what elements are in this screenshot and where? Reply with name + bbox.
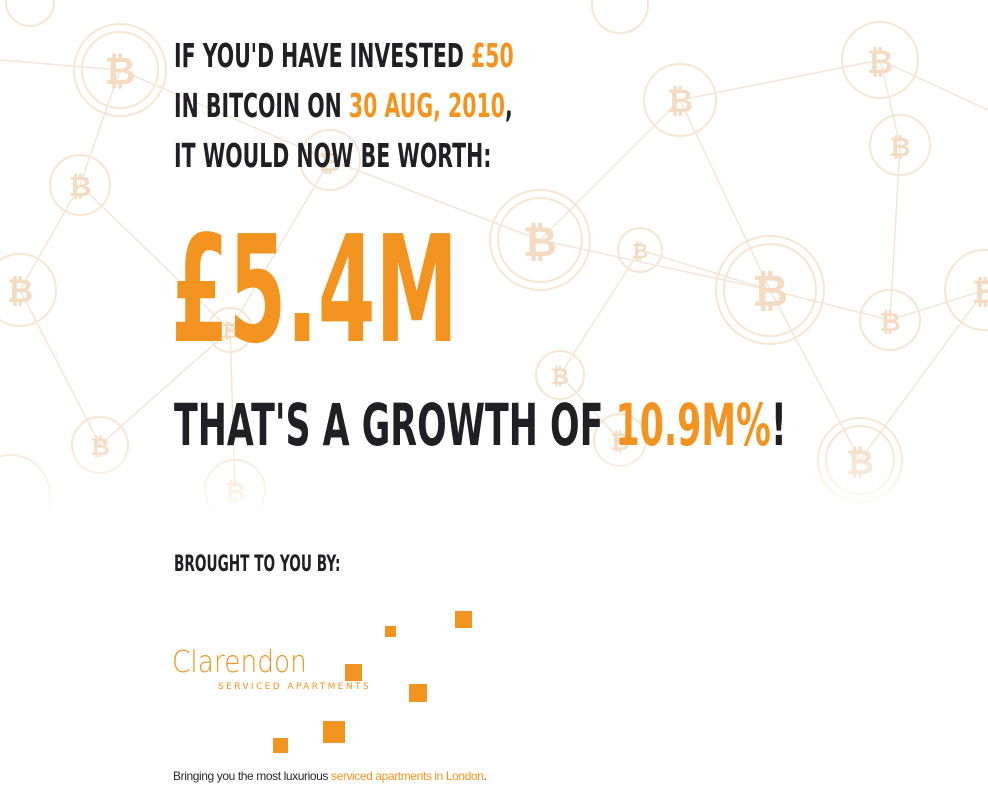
svg-text:₿: ₿ <box>69 170 92 203</box>
bitcoin-icon: ₿ <box>73 23 167 117</box>
investment-date: 30 AUG, 2010 <box>348 86 505 125</box>
tagline: Bringing you the most luxurious serviced… <box>173 769 487 783</box>
logo-name: Clarendon <box>172 645 307 680</box>
svg-text:₿: ₿ <box>889 133 910 163</box>
decorative-square <box>455 611 472 628</box>
bitcoin-icon: ₿ <box>535 350 585 400</box>
svg-text:₿: ₿ <box>752 266 788 317</box>
headline-text: IN BITCOIN ON <box>174 86 349 125</box>
bitcoin-icon: ₿ <box>49 154 111 216</box>
svg-text:₿: ₿ <box>879 308 900 338</box>
svg-text:₿: ₿ <box>7 272 33 310</box>
growth-statement: THAT'S A GROWTH OF 10.9M%! <box>174 390 787 460</box>
headline-line-1: IF YOU'D HAVE INVESTED £50 <box>174 32 514 82</box>
bitcoin-icon: ₿ <box>944 249 988 331</box>
bitcoin-icon: ₿ <box>207 307 253 353</box>
tagline-text: Bringing you the most luxurious <box>173 769 331 783</box>
current-value: £5.4M <box>171 204 458 376</box>
invested-amount: £50 <box>471 36 514 75</box>
bitcoin-icon: ₿ <box>869 114 931 176</box>
growth-punctuation: ! <box>770 391 787 459</box>
headline-line-3: IT WOULD NOW BE WORTH: <box>174 136 492 175</box>
svg-text:₿: ₿ <box>222 319 238 343</box>
logo-subtitle: SERVICED APARTMENTS <box>218 682 371 692</box>
growth-percent: 10.9M% <box>615 391 771 459</box>
growth-text: THAT'S A GROWTH OF <box>174 391 616 459</box>
headline-punctuation: , <box>504 86 513 125</box>
svg-text:₿: ₿ <box>523 217 557 266</box>
bitcoin-icon: ₿ <box>859 289 921 351</box>
bitcoin-icon <box>591 0 649 34</box>
svg-text:₿: ₿ <box>319 148 340 178</box>
svg-text:₿: ₿ <box>632 239 648 263</box>
clarendon-logo: Clarendon SERVICED APARTMENTS <box>172 645 369 692</box>
bitcoin-icon: ₿ <box>489 189 591 291</box>
svg-text:₿: ₿ <box>551 365 569 390</box>
tagline-punctuation: . <box>483 769 487 783</box>
bitcoin-icon: ₿ <box>841 21 919 99</box>
bitcoin-icon: ₿ <box>617 227 663 273</box>
svg-text:₿: ₿ <box>972 273 988 311</box>
headline-line-2: IN BITCOIN ON 30 AUG, 2010, <box>174 82 514 132</box>
serviced-apartments-link[interactable]: serviced apartments in London <box>330 769 484 783</box>
bitcoin-icon <box>5 0 55 27</box>
decorative-square <box>385 626 396 637</box>
svg-text:₿: ₿ <box>667 82 693 120</box>
decorative-square <box>273 738 288 753</box>
svg-text:₿: ₿ <box>867 43 893 81</box>
bitcoin-icon: ₿ <box>0 253 57 327</box>
bitcoin-icon: ₿ <box>643 63 717 137</box>
decorative-square <box>409 684 427 702</box>
headline-text: IF YOU'D HAVE INVESTED <box>174 36 472 75</box>
brought-by-label: BROUGHT TO YOU BY: <box>174 552 341 577</box>
bitcoin-icon: ₿ <box>715 235 825 345</box>
background-fade <box>0 440 988 520</box>
svg-text:₿: ₿ <box>105 49 136 93</box>
headline: IF YOU'D HAVE INVESTED £50 IN BITCOIN ON… <box>174 32 514 182</box>
decorative-square <box>345 664 362 681</box>
bitcoin-icon: ₿ <box>299 129 361 191</box>
decorative-square <box>323 721 345 743</box>
